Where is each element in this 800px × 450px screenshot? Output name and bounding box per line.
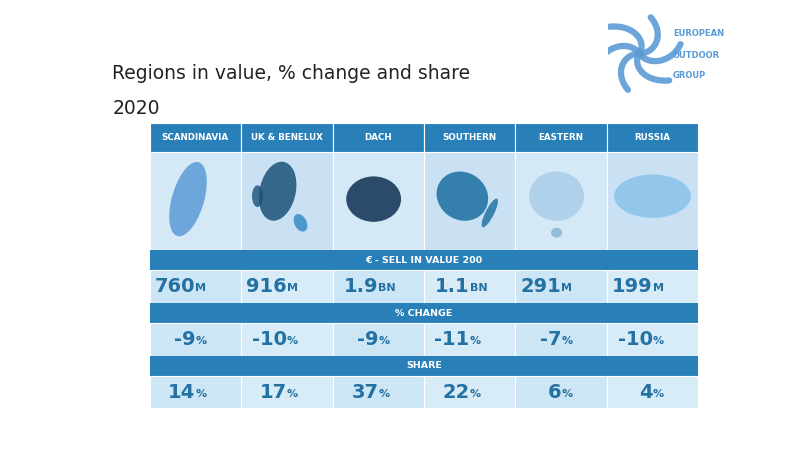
Bar <box>515 376 607 409</box>
Bar <box>607 152 698 251</box>
Text: UK & BENELUX: UK & BENELUX <box>251 133 322 142</box>
Bar <box>241 323 333 356</box>
Bar <box>424 270 515 303</box>
Text: M: M <box>195 284 206 293</box>
Text: 37: 37 <box>351 382 378 401</box>
Bar <box>150 270 241 303</box>
Text: 14: 14 <box>168 382 195 401</box>
Ellipse shape <box>482 198 498 227</box>
Bar <box>150 303 698 323</box>
Text: %: % <box>195 336 206 346</box>
Text: DACH: DACH <box>365 133 392 142</box>
Bar <box>333 270 424 303</box>
Ellipse shape <box>294 214 307 232</box>
Text: € - SELL IN VALUE 200: € - SELL IN VALUE 200 <box>366 256 482 265</box>
Bar <box>150 152 241 251</box>
Text: %: % <box>195 389 206 399</box>
Text: BN: BN <box>378 284 396 293</box>
Text: %: % <box>561 336 572 346</box>
Text: % CHANGE: % CHANGE <box>395 309 453 318</box>
Text: EASTERN: EASTERN <box>538 133 584 142</box>
Bar <box>515 123 607 152</box>
Bar <box>515 270 607 303</box>
Bar <box>424 123 515 152</box>
Bar <box>241 152 333 251</box>
Ellipse shape <box>529 171 584 221</box>
Text: -10: -10 <box>618 330 653 349</box>
Bar <box>333 123 424 152</box>
Text: EUROPEAN: EUROPEAN <box>673 29 724 38</box>
Bar <box>150 123 241 152</box>
Bar <box>150 356 698 376</box>
Text: -11: -11 <box>434 330 470 349</box>
Text: 17: 17 <box>260 382 286 401</box>
Text: 760: 760 <box>155 277 195 296</box>
Text: M: M <box>653 284 663 293</box>
Bar <box>515 323 607 356</box>
Text: -9: -9 <box>357 330 378 349</box>
Bar <box>424 152 515 251</box>
Bar <box>241 270 333 303</box>
Ellipse shape <box>551 228 562 238</box>
Text: -10: -10 <box>252 330 286 349</box>
Text: M: M <box>561 284 572 293</box>
Text: 916: 916 <box>246 277 286 296</box>
Text: %: % <box>378 336 390 346</box>
Text: GROUP: GROUP <box>673 72 706 81</box>
Text: 6: 6 <box>547 382 561 401</box>
Text: M: M <box>286 284 298 293</box>
Text: 199: 199 <box>612 277 653 296</box>
Text: 1.1: 1.1 <box>435 277 470 296</box>
Text: SOUTHERN: SOUTHERN <box>442 133 497 142</box>
Text: 22: 22 <box>442 382 470 401</box>
Text: OUTDOOR: OUTDOOR <box>673 50 720 59</box>
Bar <box>150 323 241 356</box>
Text: %: % <box>653 389 664 399</box>
Bar <box>607 376 698 409</box>
Bar <box>607 123 698 152</box>
Text: SHARE: SHARE <box>406 361 442 370</box>
Bar <box>333 323 424 356</box>
Bar <box>607 270 698 303</box>
Text: 1.9: 1.9 <box>344 277 378 296</box>
Text: %: % <box>286 389 298 399</box>
Ellipse shape <box>437 171 488 221</box>
Text: RUSSIA: RUSSIA <box>634 133 670 142</box>
Bar <box>333 376 424 409</box>
Text: %: % <box>561 389 572 399</box>
Text: %: % <box>470 389 481 399</box>
Bar <box>150 376 241 409</box>
Bar <box>515 152 607 251</box>
Text: %: % <box>470 336 481 346</box>
Ellipse shape <box>346 176 401 222</box>
Ellipse shape <box>170 162 206 236</box>
Text: 4: 4 <box>639 382 653 401</box>
Bar <box>150 251 698 270</box>
Bar <box>424 376 515 409</box>
Text: -9: -9 <box>174 330 195 349</box>
Bar <box>607 323 698 356</box>
Text: BN: BN <box>470 284 487 293</box>
Text: %: % <box>378 389 390 399</box>
Text: %: % <box>653 336 664 346</box>
Ellipse shape <box>252 185 263 207</box>
Bar <box>241 376 333 409</box>
Bar <box>424 323 515 356</box>
Ellipse shape <box>614 175 691 218</box>
Text: -7: -7 <box>540 330 561 349</box>
Text: SCANDINAVIA: SCANDINAVIA <box>162 133 229 142</box>
Ellipse shape <box>259 162 297 221</box>
Bar <box>241 123 333 152</box>
Text: 291: 291 <box>520 277 561 296</box>
Text: %: % <box>286 336 298 346</box>
Bar <box>333 152 424 251</box>
Text: Regions in value, % change and share: Regions in value, % change and share <box>112 64 470 83</box>
Text: 2020: 2020 <box>112 99 160 118</box>
